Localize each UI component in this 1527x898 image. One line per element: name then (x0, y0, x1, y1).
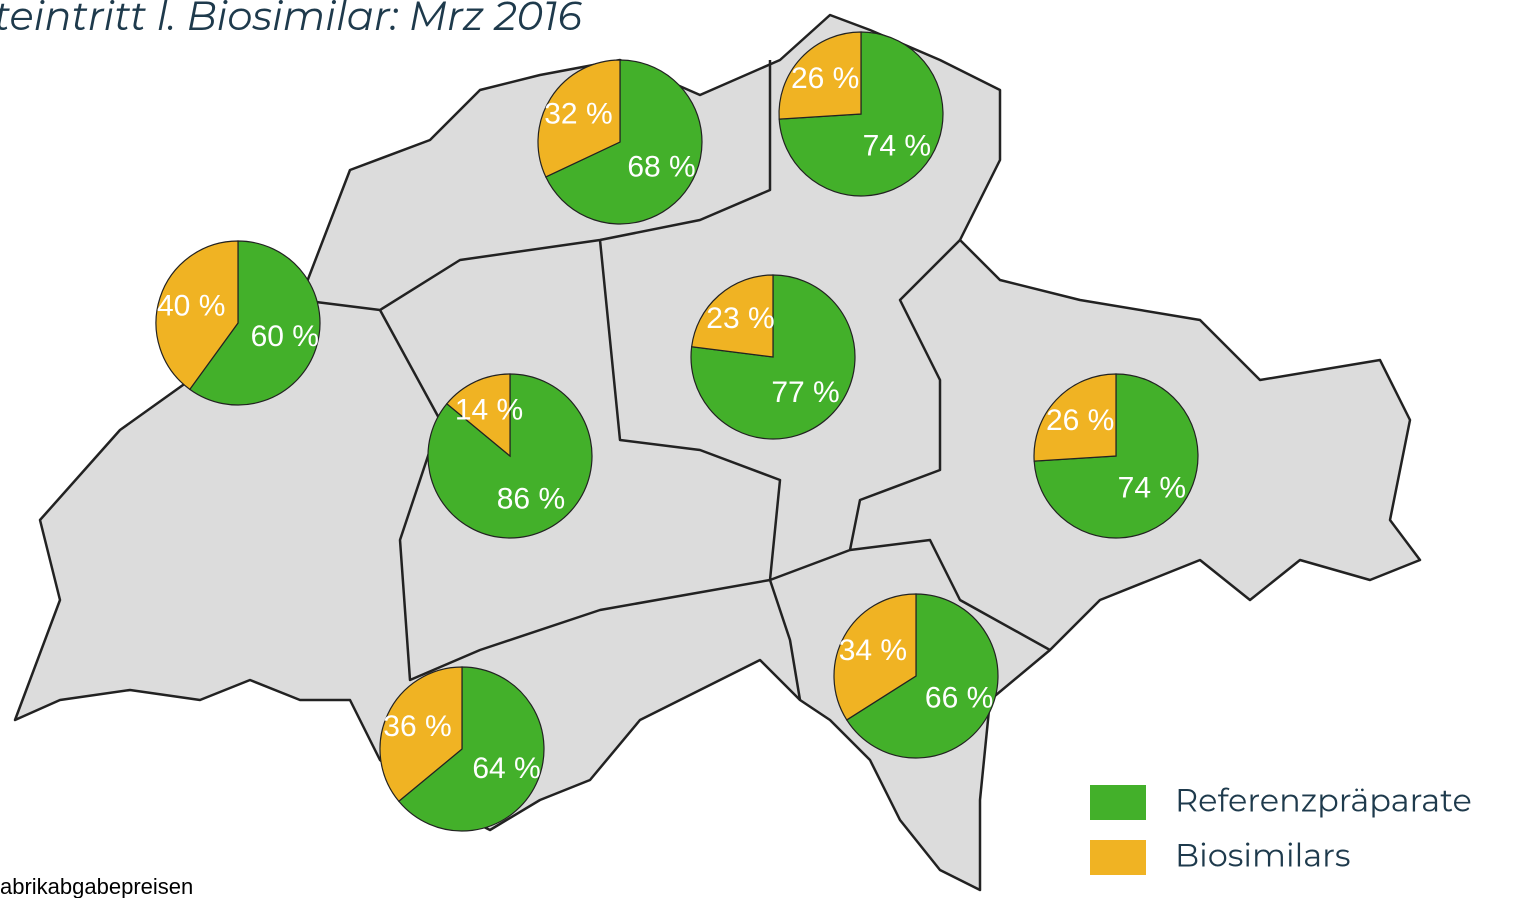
data-label: 60 % (251, 320, 319, 353)
pie-slice (188, 240, 321, 406)
pie-slice (545, 59, 703, 225)
region-border (849, 538, 1051, 652)
data-label: 40 % (157, 290, 225, 323)
pie-slice (379, 666, 463, 803)
data-label: 66 % (925, 682, 993, 715)
data-label: 68 % (627, 150, 695, 183)
legend-swatch (1090, 840, 1146, 875)
pie-slice (690, 274, 774, 358)
legend-label: Biosimilars (1175, 836, 1350, 875)
country-outline (13, 13, 1422, 892)
data-label: 26 % (1046, 404, 1114, 437)
title: teintritt l. Biosimilar: Mrz 2016 (0, 0, 583, 41)
data-label: 74 % (863, 130, 931, 163)
pie-slice (778, 31, 862, 120)
data-label: 86 % (497, 482, 565, 515)
footnote: abrikabgabepreisen (0, 874, 193, 898)
pie-slice (1033, 373, 1117, 462)
data-label: 77 % (771, 376, 839, 409)
region-border (378, 309, 802, 701)
pie-slice (537, 59, 621, 178)
data-label: 23 % (706, 302, 774, 335)
pie-slice (445, 373, 511, 458)
data-label: 64 % (472, 752, 540, 785)
data-label: 32 % (544, 98, 612, 131)
data-label: 36 % (383, 710, 451, 743)
data-label: 34 % (839, 634, 907, 667)
pie-slice (397, 666, 545, 832)
data-label: 26 % (791, 62, 859, 95)
pie-slice (155, 240, 239, 391)
data-label: 14 % (455, 393, 523, 426)
legend-swatch (1090, 785, 1146, 820)
pie-slice (833, 593, 917, 721)
data-label: 74 % (1118, 472, 1186, 505)
map (13, 13, 1422, 892)
pie-slice (845, 593, 999, 759)
legend-label: Referenzpräparate (1175, 781, 1472, 820)
